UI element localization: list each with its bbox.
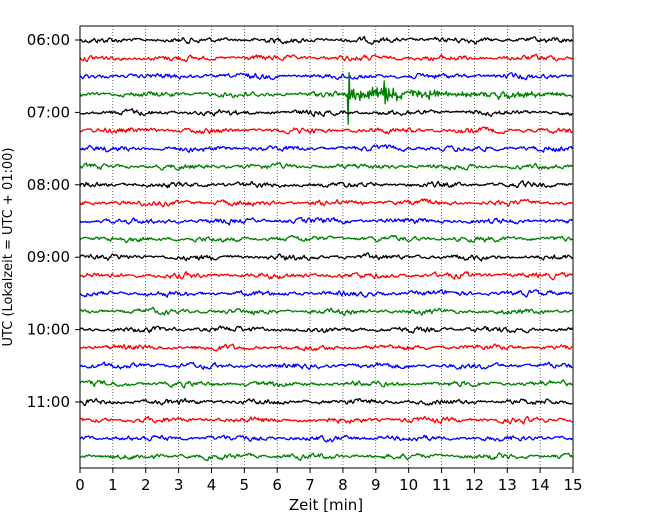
x-tick-label: 4	[207, 476, 217, 494]
seismic-trace	[79, 434, 573, 443]
y-tick-label: 06:00	[27, 31, 70, 49]
x-tick-label: 15	[563, 476, 582, 494]
y-tick-label: 10:00	[27, 321, 70, 339]
x-tick-label: 9	[371, 476, 381, 494]
seismic-trace	[79, 72, 573, 81]
seismic-trace	[79, 108, 573, 118]
seismic-trace	[79, 306, 573, 317]
x-tick-label: 1	[108, 476, 118, 494]
trace-lines	[79, 35, 573, 462]
seismic-trace	[79, 343, 573, 352]
x-tick-label: 8	[338, 476, 348, 494]
seismic-trace	[79, 397, 573, 407]
seismic-trace	[79, 144, 573, 154]
y-axis-label: UTC (Lokalzeit = UTC + 01:00)	[1, 148, 16, 347]
plot-area	[80, 26, 573, 468]
seismic-trace	[79, 234, 573, 244]
seismic-trace	[80, 161, 573, 171]
seismic-trace	[79, 415, 573, 425]
x-tick-label: 12	[465, 476, 484, 494]
x-axis-label: Zeit [min]	[289, 496, 363, 514]
seismic-trace	[79, 35, 573, 46]
seismic-trace	[79, 180, 573, 189]
seismic-trace	[79, 126, 573, 135]
x-tick-label: 10	[399, 476, 418, 494]
plot-frame	[79, 25, 574, 469]
x-tick-label: 3	[174, 476, 184, 494]
y-tick-label: 08:00	[27, 176, 70, 194]
y-tick-label: 07:00	[27, 103, 70, 121]
x-tick-label: 6	[272, 476, 282, 494]
x-tick-label: 13	[498, 476, 517, 494]
seismic-trace	[79, 271, 573, 281]
x-tick-label: 0	[75, 476, 85, 494]
seismic-trace	[79, 361, 573, 370]
x-tick-label: 2	[141, 476, 151, 494]
y-axis-ticks: 06:00 07:00 08:00 09:00 10:00 11:00	[27, 31, 80, 411]
x-axis-ticks: 0 1 2 3 4 5 6 7 8 9 10 11 12 13 14 15	[75, 468, 583, 494]
seismic-trace	[79, 325, 573, 334]
y-tick-label: 11:00	[27, 393, 70, 411]
seismic-trace	[79, 53, 573, 63]
x-tick-label: 5	[240, 476, 250, 494]
x-tick-label: 11	[432, 476, 451, 494]
seismic-trace	[79, 217, 573, 226]
seismic-trace	[79, 452, 573, 462]
seismic-trace	[79, 198, 573, 208]
seismic-trace	[79, 288, 573, 298]
seismic-trace	[79, 379, 573, 389]
y-tick-label: 09:00	[27, 248, 70, 266]
seismic-trace	[79, 71, 573, 125]
x-tick-label: 7	[305, 476, 315, 494]
seismic-trace	[79, 252, 573, 262]
x-tick-label: 14	[531, 476, 550, 494]
